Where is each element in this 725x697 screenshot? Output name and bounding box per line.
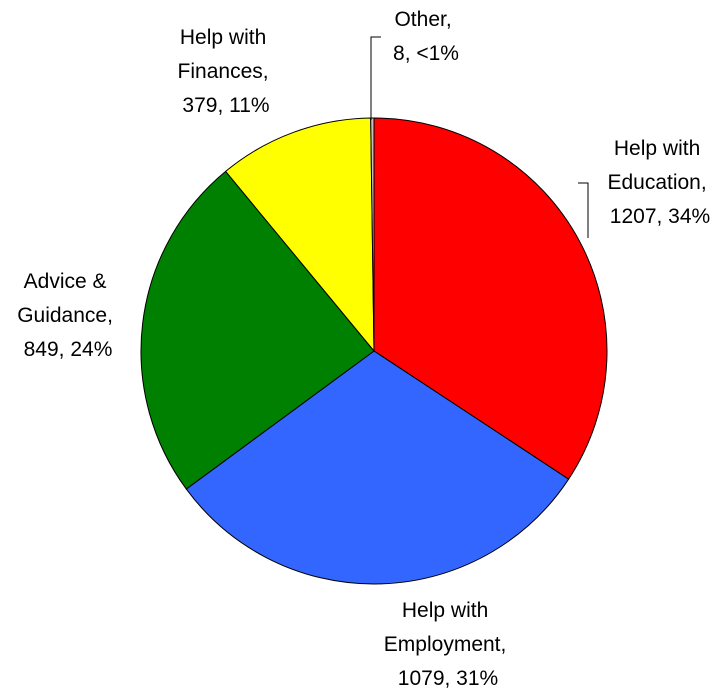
leader-line-other — [370, 36, 381, 120]
pie-slice-help-with-employment — [185, 350, 570, 585]
pie-slice-advice-guidance — [140, 170, 375, 490]
label-leader-lines — [370, 36, 589, 238]
slice-label-advice-guidance: Advice & Guidance, 849, 24% — [17, 270, 119, 361]
slice-label-other: Other, 8, <1% — [393, 8, 459, 65]
slice-label-employment: Help with Employment, 1079, 31% — [384, 599, 512, 690]
slice-labels: Help with Education, 1207, 34% Help with… — [17, 8, 712, 690]
slice-label-education: Help with Education, 1207, 34% — [607, 137, 712, 228]
leader-line-education — [578, 182, 589, 238]
pie-slice-help-with-finances — [224, 117, 375, 353]
slice-label-finances: Help with Finances, 379, 11% — [178, 26, 275, 117]
pie-slices — [140, 117, 608, 585]
